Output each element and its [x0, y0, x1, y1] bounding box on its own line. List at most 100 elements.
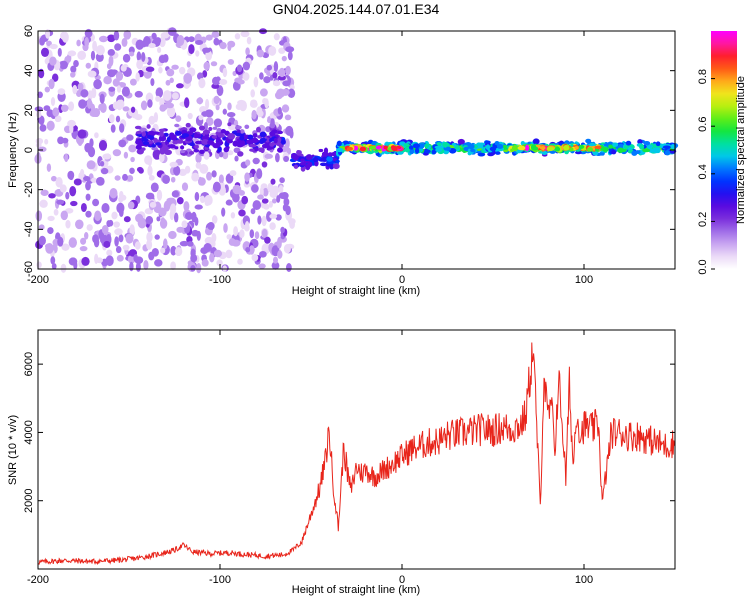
snr-line	[37, 342, 676, 566]
heatmap-cell	[263, 203, 270, 210]
heatmap-cell	[129, 167, 135, 174]
heatmap-cell	[183, 72, 193, 84]
heatmap-cell	[166, 197, 176, 203]
heatmap-cell	[130, 106, 136, 113]
heatmap-cell	[118, 234, 124, 243]
heatmap-cell	[600, 145, 605, 151]
heatmap-cell	[184, 165, 191, 174]
heatmap-cell	[239, 229, 245, 239]
heatmap-cell	[188, 150, 195, 155]
heatmap-cell	[77, 50, 87, 60]
heatmap-cell	[226, 234, 232, 240]
heatmap-cell	[143, 259, 149, 271]
heatmap-cell	[149, 201, 157, 208]
snr-series	[37, 342, 676, 566]
colorbar-tick-label: 0.8	[697, 69, 709, 84]
heatmap-cell	[201, 259, 209, 267]
heatmap-cell	[664, 150, 671, 156]
heatmap-cell	[158, 152, 165, 163]
heatmap-cell	[98, 140, 108, 151]
spectrogram-y-axis-label: Frequency (Hz)	[7, 112, 19, 188]
heatmap-cell	[91, 177, 97, 183]
heatmap-cell	[403, 143, 410, 147]
heatmap-cell	[135, 130, 142, 135]
heatmap-cell	[246, 139, 255, 145]
heatmap-cell	[143, 36, 151, 47]
heatmap-cell	[256, 49, 265, 58]
y-tick-label: 60	[23, 25, 35, 37]
heatmap-cell	[574, 146, 579, 150]
spectrogram-y-ticks: -60 -40 -20 0 20 40 60	[23, 25, 675, 277]
heatmap-cell	[259, 137, 267, 142]
heatmap-cell	[84, 36, 90, 48]
heatmap-cell	[259, 250, 267, 258]
snr-x-ticks: -200 -100 0 100	[27, 330, 593, 586]
heatmap-cell	[261, 161, 268, 168]
heatmap-cell	[578, 144, 585, 149]
heatmap-cell	[113, 221, 120, 228]
heatmap-cell	[240, 30, 250, 38]
heatmap-cell	[468, 143, 475, 150]
heatmap-cell	[151, 247, 159, 257]
heatmap-cell	[532, 138, 540, 145]
heatmap-cell	[151, 32, 157, 40]
heatmap-cell	[223, 146, 230, 153]
heatmap-cell	[181, 182, 189, 191]
heatmap-cell	[102, 153, 112, 160]
heatmap-cell	[151, 147, 158, 151]
heatmap-cell	[50, 175, 57, 182]
heatmap-cell	[129, 261, 134, 272]
heatmap-cell	[94, 253, 99, 264]
heatmap-cell	[34, 106, 43, 112]
heatmap-cell	[251, 184, 259, 193]
heatmap-cell	[647, 145, 653, 149]
heatmap-cell	[186, 61, 191, 68]
heatmap-cell	[69, 186, 77, 197]
heatmap-cell	[109, 187, 118, 199]
heatmap-cell	[211, 170, 217, 178]
heatmap-cell	[111, 211, 118, 220]
heatmap-cell	[539, 145, 546, 150]
heatmap-cell	[92, 198, 100, 207]
heatmap-cell	[168, 144, 176, 149]
heatmap-cell	[264, 236, 271, 244]
heatmap-cell	[248, 143, 257, 148]
heatmap-cell	[335, 147, 344, 153]
heatmap-cell	[236, 64, 243, 73]
heatmap-cell	[136, 59, 143, 70]
heatmap-cell	[171, 92, 179, 100]
heatmap-cell	[252, 157, 260, 165]
snr-y-axis-label: SNR (10 * v/v)	[7, 415, 19, 485]
heatmap-cell	[85, 193, 91, 201]
heatmap-cell	[158, 66, 163, 74]
heatmap-cell	[154, 37, 162, 44]
heatmap-cell	[184, 97, 190, 109]
heatmap-cell	[211, 232, 217, 243]
heatmap-cell	[80, 202, 87, 213]
heatmap-cell	[79, 168, 85, 178]
heatmap-cell	[256, 168, 263, 180]
heatmap-cell	[35, 137, 44, 145]
heatmap-cell	[203, 151, 210, 160]
heatmap-cell	[203, 243, 212, 252]
heatmap-cell	[167, 27, 177, 36]
heatmap-cell	[75, 90, 82, 97]
x-tick-label: -200	[27, 274, 49, 286]
heatmap-cell	[185, 148, 193, 157]
heatmap-cell	[198, 114, 204, 121]
heatmap-cell	[107, 49, 115, 56]
heatmap-cell	[637, 139, 643, 145]
heatmap-cell	[436, 142, 442, 147]
heatmap-cell	[277, 147, 283, 153]
spectrogram-cells	[34, 27, 679, 274]
heatmap-cell	[86, 160, 96, 170]
heatmap-cell	[283, 244, 291, 254]
heatmap-cell	[110, 124, 116, 133]
heatmap-cell	[99, 93, 105, 104]
heatmap-cell	[48, 193, 56, 199]
heatmap-cell	[135, 72, 140, 82]
heatmap-cell	[194, 191, 200, 202]
heatmap-cell	[277, 130, 283, 135]
heatmap-cell	[232, 192, 240, 203]
colorbar: 0.0 0.2 0.4 0.6 0.8 Normalized spectral ampl…	[697, 31, 747, 275]
